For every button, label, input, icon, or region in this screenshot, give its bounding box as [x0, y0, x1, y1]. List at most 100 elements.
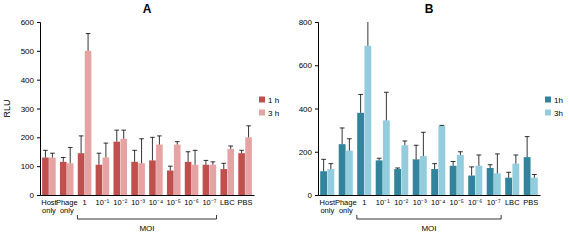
error-bar	[193, 150, 198, 164]
error-bar	[211, 162, 216, 165]
error-line	[170, 166, 171, 170]
error-cap	[239, 150, 244, 151]
tick-label: Hostonly	[320, 198, 336, 215]
tick-label: 10⁻³	[131, 198, 145, 207]
bar	[78, 153, 85, 195]
bar	[494, 173, 501, 195]
error-line	[515, 155, 516, 164]
tick-mark	[315, 109, 318, 110]
tick-mark	[315, 65, 318, 66]
tick: 10⁻³	[413, 195, 427, 207]
error-bar	[121, 130, 126, 139]
error-bar	[168, 166, 173, 170]
tick-label: 400	[21, 76, 35, 85]
bar	[220, 169, 227, 195]
error-cap	[114, 130, 119, 131]
error-cap	[495, 153, 500, 154]
error-line	[453, 161, 454, 165]
error-bar	[495, 154, 500, 173]
error-line	[497, 154, 498, 173]
tick: 300	[21, 105, 40, 114]
error-line	[98, 153, 99, 165]
tick-label: 10⁻²	[394, 198, 408, 207]
error-bar	[395, 168, 400, 169]
error-line	[230, 146, 231, 149]
error-bar	[61, 158, 66, 162]
tick: 10⁻⁷	[202, 195, 216, 207]
error-bar	[340, 128, 345, 144]
bar	[394, 169, 401, 195]
axis-line	[315, 23, 319, 196]
error-line	[248, 126, 249, 138]
legend-item: 3 h	[259, 109, 279, 118]
error-bar	[525, 137, 530, 158]
error-line	[223, 163, 224, 169]
error-line	[195, 150, 196, 164]
bar	[120, 139, 127, 195]
tick: 1	[362, 195, 366, 207]
bar	[203, 165, 210, 195]
error-line	[205, 160, 206, 164]
bar	[457, 155, 464, 195]
error-cap	[68, 147, 73, 148]
bar	[174, 145, 181, 195]
error-cap	[104, 143, 109, 144]
legend-item: 3h	[545, 109, 563, 118]
bar	[327, 169, 334, 195]
error-line	[105, 143, 106, 157]
bar	[431, 169, 438, 195]
error-cap	[402, 140, 407, 141]
tick: 10⁻²	[394, 195, 408, 207]
tick: 400	[299, 105, 318, 114]
error-cap	[86, 33, 91, 34]
legend-swatch	[259, 110, 265, 116]
title: A	[143, 2, 152, 16]
error-cap	[157, 135, 162, 136]
error-cap	[50, 153, 55, 154]
legend-item: 1 h	[259, 96, 279, 105]
chart-root: 0100200300400500600HostonlyPhageonly110⁻…	[0, 0, 569, 247]
tick-mark	[37, 109, 40, 110]
tick-mark	[37, 195, 40, 196]
error-cap	[439, 125, 444, 126]
legend-swatch	[545, 97, 551, 103]
error-line	[323, 159, 324, 171]
bar	[227, 149, 234, 195]
tick: Phageonly	[56, 195, 78, 215]
tick-label: Phageonly	[335, 198, 357, 215]
error-bar	[186, 152, 191, 162]
tick-label: 200	[21, 133, 35, 142]
axis-line	[41, 195, 255, 196]
error-line	[360, 94, 361, 112]
error-bar	[384, 92, 389, 120]
tick-label: LBC	[505, 198, 520, 207]
tick-label: 10⁻⁴	[149, 198, 164, 207]
bar	[512, 164, 519, 195]
error-cap	[150, 137, 155, 138]
error-line	[45, 150, 46, 157]
error-bar	[132, 150, 137, 162]
error-bar	[139, 139, 144, 164]
error-bar	[239, 150, 244, 153]
axis-line	[37, 23, 41, 196]
error-bar	[246, 126, 251, 138]
tick: 10⁻⁵	[450, 195, 464, 207]
tick-label: 600	[21, 18, 35, 27]
tick-label: 0	[308, 191, 313, 200]
error-cap	[328, 163, 333, 164]
error-line	[116, 130, 117, 142]
error-cap	[204, 160, 209, 161]
legend-label: 1h	[554, 96, 563, 105]
error-line	[88, 34, 89, 51]
tick-label: PBS	[238, 198, 253, 207]
error-cap	[432, 163, 437, 164]
title: B	[425, 2, 434, 16]
tick-label: 10⁻⁶	[184, 198, 198, 207]
bar	[185, 162, 192, 195]
error-line	[141, 139, 142, 164]
tick-label: 800	[299, 18, 313, 27]
tick: 10⁻²	[113, 195, 127, 207]
tick-label: 100	[21, 162, 35, 171]
tick-mark	[37, 137, 40, 138]
bar	[60, 162, 67, 195]
